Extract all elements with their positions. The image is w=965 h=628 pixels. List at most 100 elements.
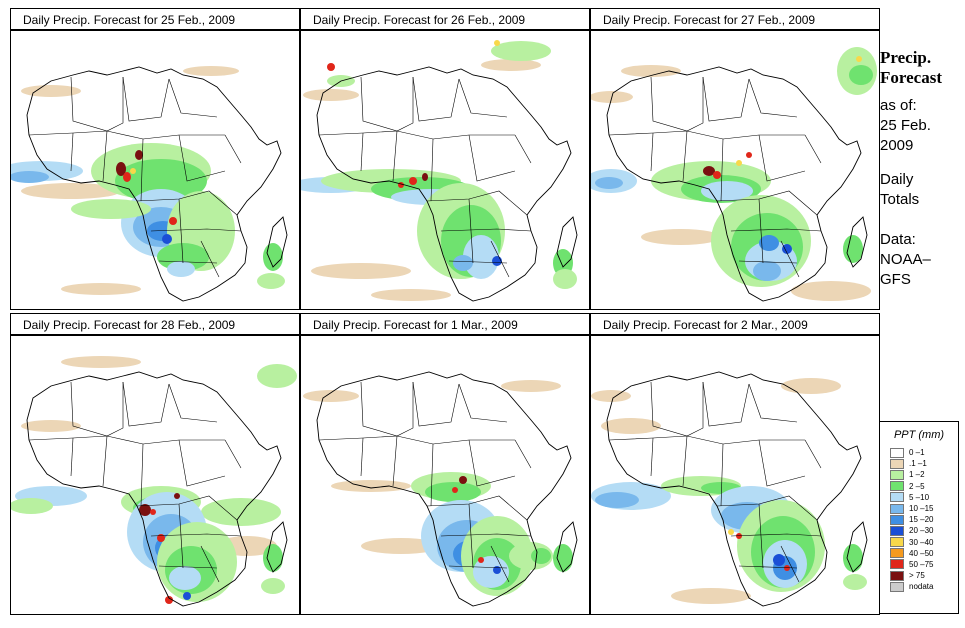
- legend-label: 10 –15: [909, 504, 934, 514]
- madagascar-outline: [846, 216, 868, 268]
- precip-area: [327, 63, 335, 71]
- country-border: [318, 130, 515, 140]
- asof-label: as of:: [880, 97, 917, 114]
- country-border: [702, 76, 750, 122]
- precip-area: [162, 234, 172, 244]
- country-border: [458, 78, 508, 118]
- country-border: [318, 435, 515, 445]
- precip-area: [311, 263, 411, 279]
- precip-area: [139, 504, 151, 516]
- forecast-panel-2-mar: Daily Precip. Forecast for 2 Mar., 2009: [590, 313, 880, 615]
- precip-area: [21, 420, 81, 432]
- country-border: [720, 443, 724, 507]
- precip-area: [494, 40, 500, 46]
- country-border: [716, 190, 818, 216]
- legend-swatch: [890, 548, 904, 559]
- country-border: [608, 435, 805, 445]
- country-border: [650, 132, 654, 172]
- precip-area: [843, 235, 863, 263]
- precip-area: [601, 418, 661, 434]
- precip-area: [843, 574, 867, 590]
- country-border: [28, 435, 225, 445]
- precip-area: [135, 150, 143, 160]
- precip-area: [398, 182, 404, 188]
- precip-area: [169, 566, 201, 590]
- country-border: [650, 76, 704, 132]
- country-border: [412, 381, 460, 427]
- sidebar-title-line2: Forecast: [880, 68, 942, 87]
- legend-item: 40 –50: [890, 548, 958, 559]
- country-border: [224, 134, 242, 164]
- country-border: [200, 545, 220, 583]
- madagascar-outline: [266, 216, 288, 268]
- country-border: [780, 240, 800, 278]
- panel-title: Daily Precip. Forecast for 1 Mar., 2009: [300, 313, 590, 335]
- coastline: [316, 371, 572, 607]
- country-border: [748, 78, 798, 118]
- country-border: [102, 130, 108, 182]
- legend-rows: 0 –1.1 –1 1 –2 2 –5 5 –10 10 –15 15 –20 20 –30…: [880, 447, 958, 592]
- country-border: [468, 134, 516, 182]
- country-border: [608, 130, 805, 140]
- precip-map: [590, 30, 880, 310]
- coastline: [606, 66, 862, 302]
- legend-item: 0 –1: [890, 447, 958, 458]
- country-border: [758, 198, 764, 264]
- daily-line2: Totals: [880, 191, 920, 208]
- country-border: [468, 439, 516, 487]
- country-border: [140, 138, 144, 202]
- precip-area: [791, 281, 871, 301]
- country-border: [448, 565, 508, 569]
- country-border: [360, 132, 364, 172]
- legend-item: 30 –40: [890, 537, 958, 548]
- precip-area: [409, 177, 417, 185]
- country-border: [804, 439, 822, 469]
- country-border: [702, 381, 750, 427]
- precip-area: [493, 566, 501, 574]
- legend-label: 5 –10: [909, 492, 930, 502]
- ppt-legend: PPT (mm) 0 –1.1 –1 1 –2 2 –5 5 –10 10 –15 15 …: [879, 421, 959, 614]
- country-border: [458, 383, 508, 423]
- country-border: [716, 495, 818, 521]
- coastline: [26, 66, 282, 302]
- country-border: [730, 228, 822, 232]
- precip-area: [303, 89, 359, 101]
- legend-item: nodata: [890, 581, 958, 592]
- precip-area: [71, 199, 151, 219]
- precip-area: [11, 171, 49, 183]
- country-border: [70, 381, 124, 437]
- sidebar-title-line1: Precip.: [880, 48, 932, 67]
- asof-date-line2: 2009: [880, 137, 914, 154]
- precip-area: [531, 548, 551, 564]
- country-border: [178, 134, 226, 182]
- precip-area: [591, 390, 631, 402]
- country-border: [360, 76, 414, 132]
- legend-swatch: [890, 559, 904, 570]
- precip-area: [130, 168, 136, 174]
- country-border: [150, 533, 242, 537]
- precip-area: [459, 476, 467, 484]
- madagascar-outline: [556, 521, 578, 573]
- country-border: [70, 437, 74, 477]
- country-border: [490, 240, 510, 278]
- country-border: [468, 503, 474, 569]
- panel-title: Daily Precip. Forecast for 28 Feb., 2009: [10, 313, 300, 335]
- country-border: [514, 439, 532, 469]
- country-border: [392, 435, 398, 487]
- country-border: [426, 190, 528, 216]
- forecast-panel-25-feb: Daily Precip. Forecast for 25 Feb., 2009: [10, 8, 300, 310]
- precip-area: [481, 59, 541, 71]
- country-border: [804, 134, 822, 164]
- precip-area: [263, 544, 283, 572]
- legend-swatch: [890, 525, 904, 536]
- country-border: [758, 439, 806, 487]
- country-border: [430, 138, 434, 202]
- country-border: [70, 132, 74, 172]
- panel-title: Daily Precip. Forecast for 26 Feb., 2009: [300, 8, 590, 30]
- legend-item: > 75: [890, 570, 958, 581]
- country-border: [650, 381, 704, 437]
- precip-area: [671, 588, 751, 604]
- precip-area: [595, 492, 639, 508]
- country-border: [468, 198, 474, 264]
- legend-item: 50 –75: [890, 559, 958, 570]
